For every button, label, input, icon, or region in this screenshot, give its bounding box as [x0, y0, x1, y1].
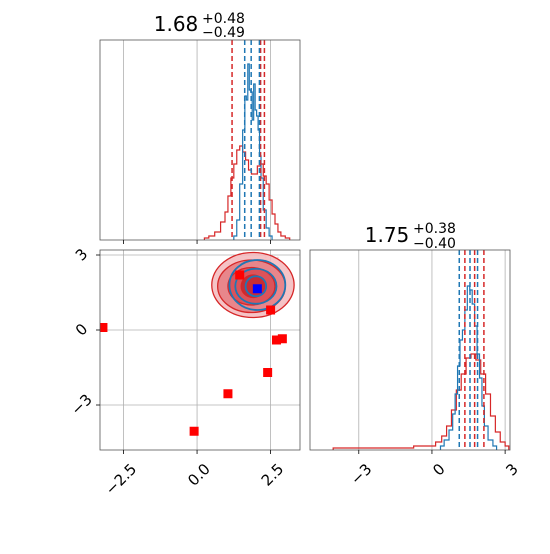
param1-lower: −0.49 — [202, 25, 245, 41]
blue-contour — [234, 267, 278, 305]
hist2-x-tick-label: 0 — [429, 460, 448, 479]
hist2-x-tick-label: 3 — [502, 460, 521, 479]
hist2-blue-series — [439, 285, 498, 450]
red-marker — [266, 305, 276, 315]
param2-upper: +0.38 — [413, 221, 456, 237]
red-marker — [277, 334, 287, 344]
joint-y-tick-label: −3 — [67, 390, 95, 418]
hist1-frame — [99, 39, 301, 241]
red-marker — [271, 335, 281, 345]
joint-x-tick-label: −2.5 — [102, 460, 140, 498]
scatter-point — [246, 243, 248, 245]
blue-marker — [252, 284, 262, 294]
joint-frame — [99, 249, 301, 451]
hist1-red-series — [203, 145, 291, 240]
param1-upper: +0.48 — [202, 11, 245, 27]
blue-contour — [244, 275, 268, 298]
hist2-x-tick-label: −3 — [347, 460, 375, 488]
hist2-frame — [309, 249, 511, 451]
blue-contour — [228, 259, 287, 311]
joint-y-tick-label: 3 — [72, 245, 91, 264]
red-marker — [189, 426, 199, 436]
red-marker — [223, 389, 233, 399]
joint-y-tick-label: 0 — [72, 320, 91, 339]
joint-x-tick-label: 0.0 — [184, 460, 214, 490]
param1-title: 1.68 +0.48 −0.49 — [154, 11, 245, 41]
red-marker — [235, 270, 245, 280]
hist1-blue-series — [233, 63, 273, 240]
red-marker — [263, 368, 273, 377]
hist2-red-series — [332, 353, 510, 450]
red-marker — [100, 323, 108, 332]
scatter-point — [305, 279, 307, 281]
param2-title: 1.75 +0.38 −0.40 — [365, 221, 456, 252]
param1-median: 1.68 — [154, 12, 199, 36]
param2-median: 1.75 — [365, 223, 410, 247]
joint-x-tick-label: 2.5 — [258, 460, 288, 490]
param2-lower: −0.40 — [413, 236, 456, 252]
